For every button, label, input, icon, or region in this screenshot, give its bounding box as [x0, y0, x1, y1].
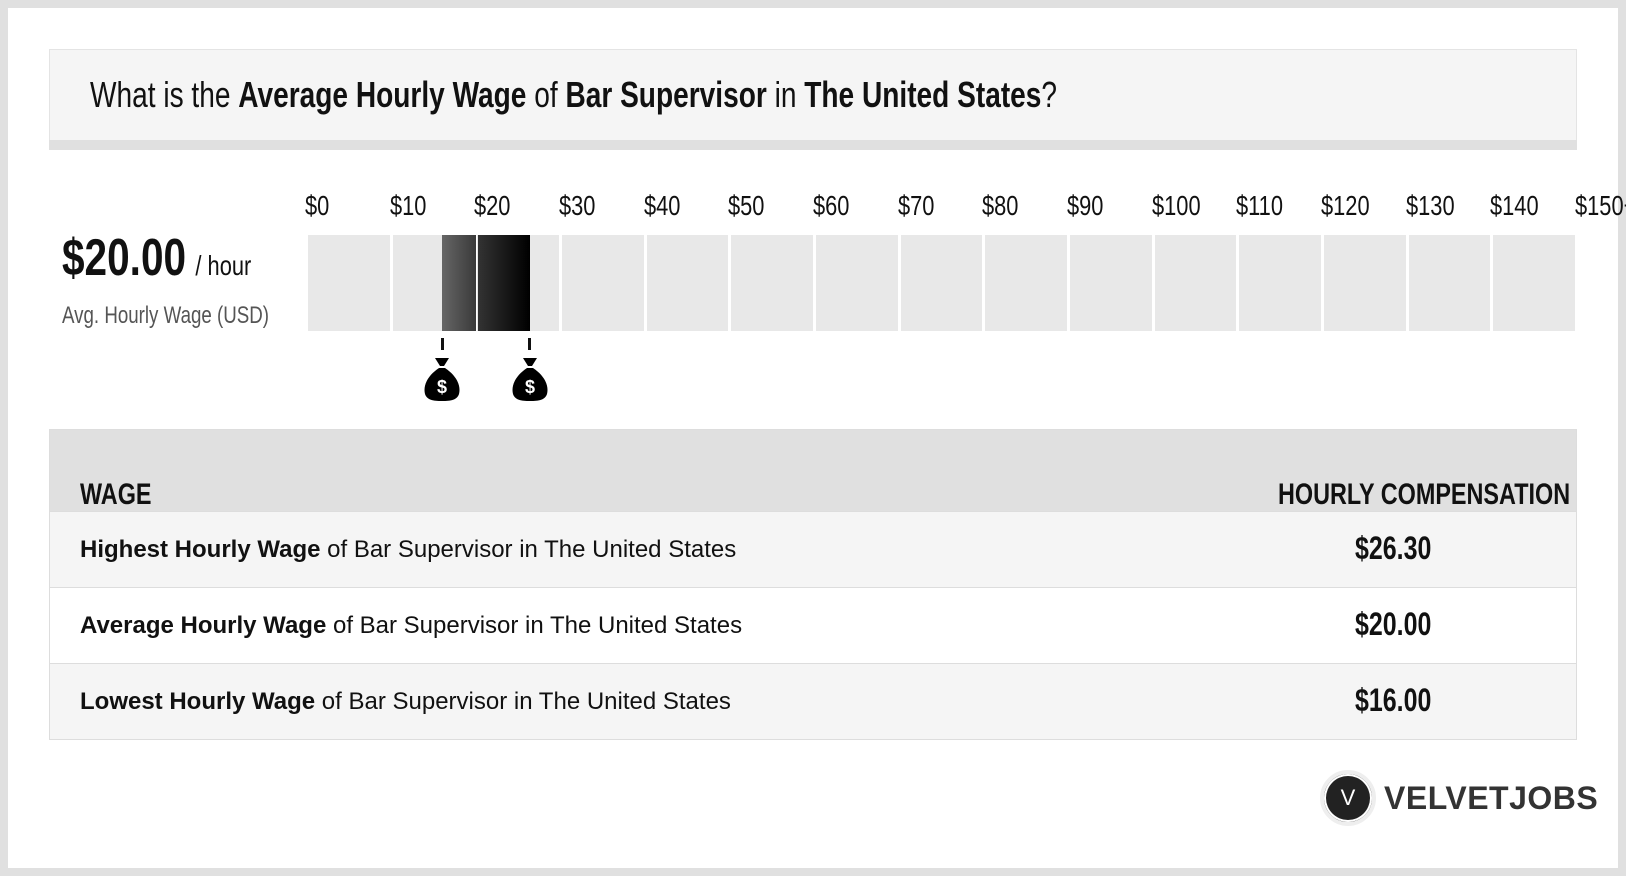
table-row: Lowest Hourly Wage of Bar Supervisor in …: [50, 663, 1576, 739]
logo-text: VELVETJOBS: [1384, 779, 1599, 816]
wage-range-bar: [307, 235, 1577, 331]
tick-label: $150+: [1575, 190, 1626, 221]
title-box: What is the Average Hourly Wage of Bar S…: [49, 49, 1577, 140]
tick-label: $60: [813, 190, 850, 221]
wage-table: WAGE HOURLY COMPENSATION Highest Hourly …: [49, 429, 1577, 740]
bar-segment: [985, 235, 1067, 331]
tick-label: $10: [389, 190, 427, 221]
bar-segment: [731, 235, 813, 331]
svg-text:$: $: [437, 377, 447, 397]
table-row: Highest Hourly Wage of Bar Supervisor in…: [50, 511, 1576, 587]
bar-segment: [1324, 235, 1406, 331]
tick-label: $110: [1236, 190, 1284, 221]
tick-label: $20: [474, 190, 511, 221]
bar-segment: [1408, 235, 1491, 331]
page-title: What is the Average Hourly Wage of Bar S…: [90, 74, 1058, 115]
tick-label: $0: [305, 190, 330, 221]
bar-segment: [308, 235, 390, 331]
row-value: $16.00: [1355, 682, 1432, 718]
tick-label: $70: [897, 190, 935, 221]
average-wage-label: Avg. Hourly Wage (USD): [62, 302, 270, 329]
bar-segment: [900, 235, 983, 331]
bar-segment: [646, 235, 729, 331]
bar-segment: [1493, 235, 1575, 331]
table-row: Average Hourly Wage of Bar Supervisor in…: [50, 587, 1576, 663]
row-value: $20.00: [1355, 606, 1432, 642]
marker-tick: [440, 338, 444, 350]
divider: [49, 140, 1577, 150]
money-bag-icon: $: [512, 358, 548, 401]
row-description: Highest Hourly Wage of Bar Supervisor in…: [80, 536, 737, 563]
bar-segment: [816, 235, 898, 331]
tick-label: $100: [1151, 190, 1201, 221]
tick-label: $30: [559, 190, 596, 221]
bar-segment: [1239, 235, 1321, 331]
svg-text:$: $: [525, 377, 535, 397]
row-value: $26.30: [1355, 530, 1432, 566]
row-description: Average Hourly Wage of Bar Supervisor in…: [80, 612, 743, 639]
tick-label: $130: [1405, 190, 1455, 221]
velvetjobs-logo[interactable]: V VELVETJOBS: [1320, 770, 1598, 826]
bar-segment: [1154, 235, 1237, 331]
tick-label: $90: [1067, 190, 1104, 221]
row-description: Lowest Hourly Wage of Bar Supervisor in …: [80, 688, 731, 715]
low-marker: $: [422, 338, 462, 407]
low-avg-range: [442, 235, 477, 331]
logo-mark: V: [1320, 770, 1376, 826]
tick-label: $50: [728, 190, 765, 221]
high-marker: $: [510, 338, 550, 407]
tick-label: $140: [1490, 190, 1539, 221]
avg-high-range: [478, 235, 530, 331]
bar-segment: [562, 235, 644, 331]
bar-segment: [1070, 235, 1152, 331]
average-wage: $20.00/ hour: [62, 229, 252, 287]
tick-label: $80: [982, 190, 1019, 221]
tick-label: $40: [643, 190, 681, 221]
marker-tick: [528, 338, 532, 350]
tick-label: $120: [1321, 190, 1370, 221]
table-header: WAGE HOURLY COMPENSATION: [50, 430, 1576, 511]
money-bag-icon: $: [424, 358, 460, 401]
